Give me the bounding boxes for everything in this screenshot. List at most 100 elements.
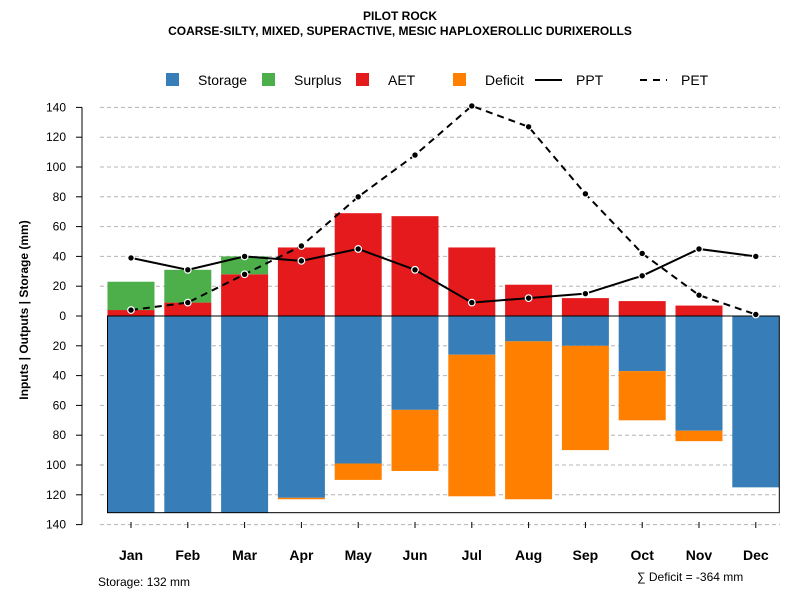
y-tick-label: 0 bbox=[59, 309, 66, 323]
axis-layer: 140 120 100 80 60 40 20 0 20 40 60 80 100 120 140 Jan Fe… bbox=[46, 100, 769, 563]
y-tick-label: 20 bbox=[53, 339, 67, 353]
storage-bar bbox=[277, 316, 325, 498]
y-axis-label: Inputs | Outputs | Storage (mm) bbox=[17, 220, 31, 399]
deficit-bar bbox=[675, 430, 723, 442]
ppt-point bbox=[240, 252, 249, 261]
pet-point bbox=[581, 189, 590, 198]
pet-point bbox=[240, 270, 249, 279]
deficit-bar bbox=[561, 345, 609, 451]
storage-bar bbox=[107, 316, 155, 513]
storage-bar bbox=[561, 316, 609, 346]
pet-point bbox=[127, 306, 135, 314]
aet-bar bbox=[334, 213, 382, 316]
x-tick-label: May bbox=[345, 547, 372, 563]
frame-layer bbox=[107, 315, 780, 514]
y-tick-label: 140 bbox=[46, 518, 66, 532]
legend-swatch bbox=[356, 73, 369, 86]
ppt-point bbox=[751, 252, 760, 261]
x-tick-label: Jan bbox=[119, 547, 143, 563]
storage-bar bbox=[732, 316, 780, 488]
storage-bar bbox=[675, 316, 723, 431]
deficit-bar bbox=[334, 463, 382, 480]
ppt-point bbox=[411, 265, 419, 274]
surplus-bar bbox=[221, 256, 269, 275]
ppt-point bbox=[524, 294, 533, 303]
legend-label: Deficit bbox=[485, 72, 524, 88]
ppt-point bbox=[127, 253, 135, 262]
pet-point bbox=[354, 192, 363, 201]
storage-annotation: Storage: 132 mm bbox=[98, 575, 191, 589]
ppt-point bbox=[183, 265, 192, 274]
aet-bar bbox=[675, 305, 723, 316]
legend-swatch bbox=[262, 73, 275, 86]
y-tick-label: 80 bbox=[53, 190, 67, 204]
aet-bar bbox=[221, 274, 269, 316]
storage-bar bbox=[334, 316, 382, 464]
pet-point bbox=[467, 102, 476, 110]
legend-swatch bbox=[166, 73, 179, 86]
pet-point bbox=[751, 310, 760, 319]
y-tick-label: 100 bbox=[46, 160, 66, 174]
pet-point bbox=[297, 242, 306, 250]
deficit-bar bbox=[277, 497, 325, 500]
surplus-bar bbox=[164, 269, 212, 303]
storage-bar bbox=[164, 316, 212, 513]
y-tick-label: 20 bbox=[53, 279, 67, 293]
ppt-point bbox=[695, 245, 703, 253]
line-layer bbox=[127, 102, 760, 319]
ppt-point bbox=[638, 271, 647, 280]
grid-layer bbox=[100, 106, 780, 526]
y-tick-label: 140 bbox=[46, 100, 66, 114]
storage-bar bbox=[391, 316, 439, 410]
aet-bar bbox=[618, 301, 666, 316]
storage-bar bbox=[448, 316, 496, 355]
pet-point bbox=[638, 249, 647, 258]
ppt-point bbox=[354, 245, 363, 253]
legend-label: Storage bbox=[198, 72, 247, 88]
y-tick-label: 100 bbox=[46, 458, 66, 472]
storage-bar bbox=[221, 316, 269, 513]
y-tick-label: 40 bbox=[53, 249, 67, 263]
deficit-bar bbox=[618, 371, 666, 421]
ppt-point bbox=[467, 298, 476, 307]
y-tick-label: 120 bbox=[46, 130, 66, 144]
aet-bar bbox=[561, 298, 609, 316]
chart-title: PILOT ROCK bbox=[363, 9, 437, 23]
legend-label: AET bbox=[388, 72, 416, 88]
y-tick-label: 120 bbox=[46, 488, 66, 502]
x-tick-label: Jun bbox=[403, 547, 428, 563]
ppt-point bbox=[297, 256, 306, 265]
aet-bar bbox=[164, 302, 212, 316]
legend-layer: Storage Surplus AET Deficit PPT PET bbox=[166, 72, 709, 88]
pet-point bbox=[183, 298, 192, 307]
x-tick-label: Apr bbox=[289, 547, 314, 563]
chart-subtitle: COARSE-SILTY, MIXED, SUPERACTIVE, MESIC … bbox=[168, 24, 632, 38]
ppt-point bbox=[581, 289, 590, 298]
deficit-annotation: ∑ Deficit = -364 mm bbox=[637, 570, 744, 584]
x-tick-label: Jul bbox=[462, 547, 482, 563]
y-tick-label: 80 bbox=[53, 428, 67, 442]
pet-point bbox=[524, 122, 533, 131]
pet-point bbox=[695, 291, 703, 300]
pet-point bbox=[411, 151, 419, 159]
x-tick-label: Mar bbox=[232, 547, 257, 563]
y-tick-label: 60 bbox=[53, 220, 67, 234]
legend-label: Surplus bbox=[294, 72, 341, 88]
storage-bar bbox=[618, 316, 666, 372]
x-tick-label: Oct bbox=[631, 547, 655, 563]
legend-swatch bbox=[453, 73, 466, 86]
x-tick-label: Dec bbox=[743, 547, 769, 563]
x-tick-label: Nov bbox=[686, 547, 713, 563]
surplus-bar bbox=[107, 281, 155, 311]
legend-label: PPT bbox=[576, 72, 604, 88]
x-tick-label: Aug bbox=[515, 547, 542, 563]
deficit-bar bbox=[448, 354, 496, 497]
pet-line bbox=[130, 104, 757, 316]
legend-label: PET bbox=[681, 72, 709, 88]
ppt-line bbox=[130, 247, 756, 304]
deficit-bar bbox=[391, 409, 439, 471]
y-tick-label: 40 bbox=[53, 369, 67, 383]
storage-bar bbox=[505, 316, 553, 342]
x-tick-label: Feb bbox=[175, 547, 200, 563]
